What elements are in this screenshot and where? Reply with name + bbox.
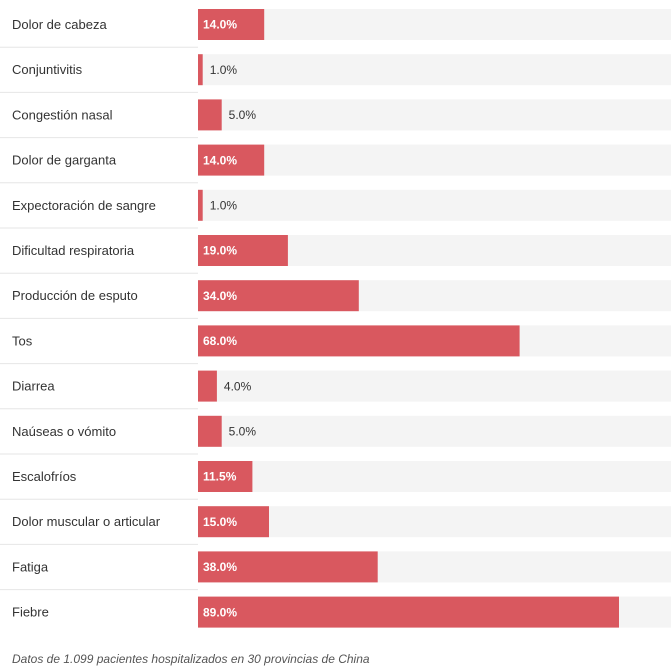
bar-expectoracion-de-sangre	[198, 189, 203, 221]
bar-dolor-muscular-o-articular	[198, 506, 269, 538]
value-label-diarrea: 4.0%	[224, 379, 252, 393]
bar-conjuntivitis	[198, 54, 203, 86]
bar-nauseas-o-vomito	[198, 415, 222, 447]
chart-footnote: Datos de 1.099 pacientes hospitalizados …	[12, 652, 370, 666]
bar-track-nauseas-o-vomito	[198, 415, 671, 447]
bar-row-produccion-de-esputo: Producción de esputo 34.0%	[0, 272, 671, 312]
category-label-escalofrios: Escalofríos	[12, 469, 77, 484]
bar-row-nauseas-o-vomito: Naúseas o vómito 5.0%	[0, 408, 671, 447]
bar-track-dolor-de-garganta	[198, 144, 671, 176]
value-label-dolor-muscular-o-articular: 15.0%	[203, 515, 237, 529]
bar-row-tos: Tos 68.0%	[0, 317, 671, 357]
bar-track-conjuntivitis	[198, 54, 671, 86]
bar-track-escalofrios	[198, 461, 671, 492]
bar-row-fiebre: Fiebre 89.0%	[0, 589, 671, 628]
value-label-fatiga: 38.0%	[203, 560, 237, 574]
value-label-congestion-nasal: 5.0%	[229, 108, 257, 122]
category-label-produccion-de-esputo: Producción de esputo	[12, 288, 138, 303]
bar-diarrea	[198, 370, 217, 402]
category-label-dolor-de-garganta: Dolor de garganta	[12, 153, 117, 168]
bar-row-dolor-de-garganta: Dolor de garganta 14.0%	[0, 137, 671, 176]
bar-row-fatiga: Fatiga 38.0%	[0, 543, 671, 583]
bar-produccion-de-esputo	[198, 280, 359, 312]
bar-tos	[198, 325, 520, 357]
bar-congestion-nasal	[198, 99, 222, 131]
category-label-tos: Tos	[12, 333, 33, 348]
category-label-expectoracion-de-sangre: Expectoración de sangre	[12, 198, 156, 213]
value-label-dolor-de-garganta: 14.0%	[203, 153, 237, 167]
value-label-dificultad-respiratoria: 19.0%	[203, 244, 237, 258]
value-label-produccion-de-esputo: 34.0%	[203, 289, 237, 303]
category-label-conjuntivitis: Conjuntivitis	[12, 62, 83, 77]
bar-escalofrios	[198, 461, 253, 492]
bar-track-diarrea	[198, 370, 671, 402]
category-label-dolor-de-cabeza: Dolor de cabeza	[12, 17, 107, 32]
category-label-dificultad-respiratoria: Dificultad respiratoria	[12, 243, 135, 258]
bar-row-diarrea: Diarrea 4.0%	[0, 363, 671, 402]
value-label-escalofrios: 11.5%	[203, 470, 237, 484]
bar-track-dolor-de-cabeza	[198, 9, 671, 40]
bar-track-congestion-nasal	[198, 99, 671, 131]
bar-row-conjuntivitis: Conjuntivitis 1.0%	[0, 46, 671, 86]
bar-dolor-de-garganta	[198, 144, 265, 176]
value-label-conjuntivitis: 1.0%	[210, 63, 238, 77]
bar-track-dolor-muscular-o-articular	[198, 506, 671, 538]
bar-row-expectoracion-de-sangre: Expectoración de sangre 1.0%	[0, 182, 671, 221]
bar-row-dolor-muscular-o-articular: Dolor muscular o articular 15.0%	[0, 498, 671, 538]
value-label-dolor-de-cabeza: 14.0%	[203, 18, 237, 32]
category-label-diarrea: Diarrea	[12, 379, 55, 394]
value-label-tos: 68.0%	[203, 334, 237, 348]
value-label-nauseas-o-vomito: 5.0%	[229, 425, 257, 439]
bar-dolor-de-cabeza	[198, 9, 265, 40]
bar-row-escalofrios: Escalofríos 11.5%	[0, 453, 671, 492]
bar-fatiga	[198, 551, 378, 583]
category-label-fatiga: Fatiga	[12, 559, 49, 574]
bar-fiebre	[198, 596, 619, 628]
bar-row-dolor-de-cabeza: Dolor de cabeza 14.0%	[12, 9, 671, 40]
bar-row-congestion-nasal: Congestión nasal 5.0%	[0, 91, 671, 131]
bar-chart: Dolor de cabeza 14.0%Conjuntivitis 1.0%Con…	[0, 9, 671, 628]
category-label-fiebre: Fiebre	[12, 605, 49, 620]
bar-row-dificultad-respiratoria: Dificultad respiratoria 19.0%	[0, 227, 671, 266]
bar-track-expectoracion-de-sangre	[198, 189, 671, 221]
category-label-nauseas-o-vomito: Naúseas o vómito	[12, 424, 116, 439]
value-label-fiebre: 89.0%	[203, 605, 237, 619]
category-label-congestion-nasal: Congestión nasal	[12, 107, 113, 122]
category-label-dolor-muscular-o-articular: Dolor muscular o articular	[12, 514, 161, 529]
value-label-expectoracion-de-sangre: 1.0%	[210, 199, 238, 213]
bar-dificultad-respiratoria	[198, 235, 288, 266]
